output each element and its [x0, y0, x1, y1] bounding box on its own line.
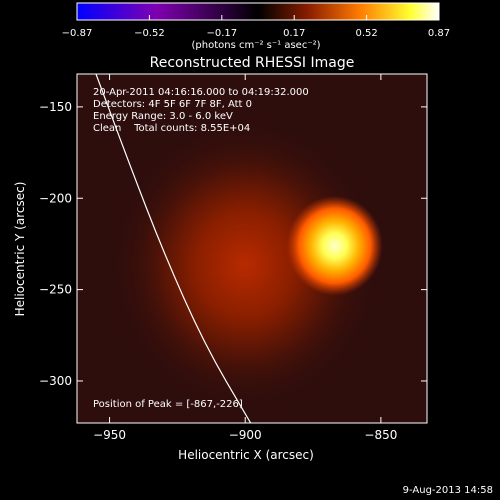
- annotation-detectors: Detectors: 4F 5F 6F 7F 8F, Att 0: [93, 99, 252, 110]
- y-axis-label: Heliocentric Y (arcsec): [13, 182, 27, 317]
- colorbar-tick-labels: −0.87 −0.52 −0.17 0.17 0.52 0.87: [62, 28, 450, 39]
- annotation-time-range: 20-Apr-2011 04:16:16.000 to 04:19:32.000: [93, 87, 309, 98]
- x-axis: −950−900−850−800: [93, 74, 397, 442]
- annotation-peak-position: Position of Peak = [-867,-226]: [93, 399, 243, 410]
- colorbar-units-label: (photons cm⁻² s⁻¹ asec⁻²): [191, 40, 320, 51]
- x-tick-label: −950: [93, 428, 126, 442]
- y-tick-label: −150: [39, 100, 72, 114]
- chart-title: Reconstructed RHESSI Image: [150, 55, 355, 71]
- emission-halo: [105, 115, 385, 415]
- plot-frame: [76, 73, 428, 424]
- colorbar-tick-label: 0.17: [283, 28, 305, 39]
- annotations: 20-Apr-2011 04:16:16.000 to 04:19:32.000…: [93, 87, 309, 410]
- colorbar-tick-label: 0.87: [428, 28, 450, 39]
- y-tick-label: −250: [39, 283, 72, 297]
- emission-core: [286, 195, 383, 296]
- colorbar-tick-label: −0.52: [134, 28, 165, 39]
- x-tick-label: −850: [364, 428, 397, 442]
- colorbar-gradient: [76, 2, 440, 21]
- y-tick-label: −200: [39, 191, 72, 205]
- plot-area: −950−900−850−800 −150−200−250−300: [39, 73, 428, 442]
- colorbar: −0.87 −0.52 −0.17 0.17 0.52 0.87 (photons cm⁻…: [62, 2, 450, 51]
- colorbar-ticks: [76, 15, 440, 20]
- y-tick-label: −300: [39, 374, 72, 388]
- y-axis: −150 −200 −250 −300: [39, 100, 427, 388]
- x-tick-label: −900: [229, 428, 262, 442]
- colorbar-tick-label: −0.87: [62, 28, 93, 39]
- colorbar-tick-label: 0.52: [355, 28, 377, 39]
- footer-date: 9-Aug-2013 14:58: [403, 485, 493, 496]
- colorbar-tick-label: −0.17: [206, 28, 237, 39]
- annotation-clean-counts: Clean Total counts: 8.55E+04: [93, 123, 250, 134]
- solar-limb-curve: [95, 74, 252, 423]
- annotation-energy-range: Energy Range: 3.0 - 6.0 keV: [93, 111, 233, 122]
- x-axis-label: Heliocentric X (arcsec): [178, 448, 314, 462]
